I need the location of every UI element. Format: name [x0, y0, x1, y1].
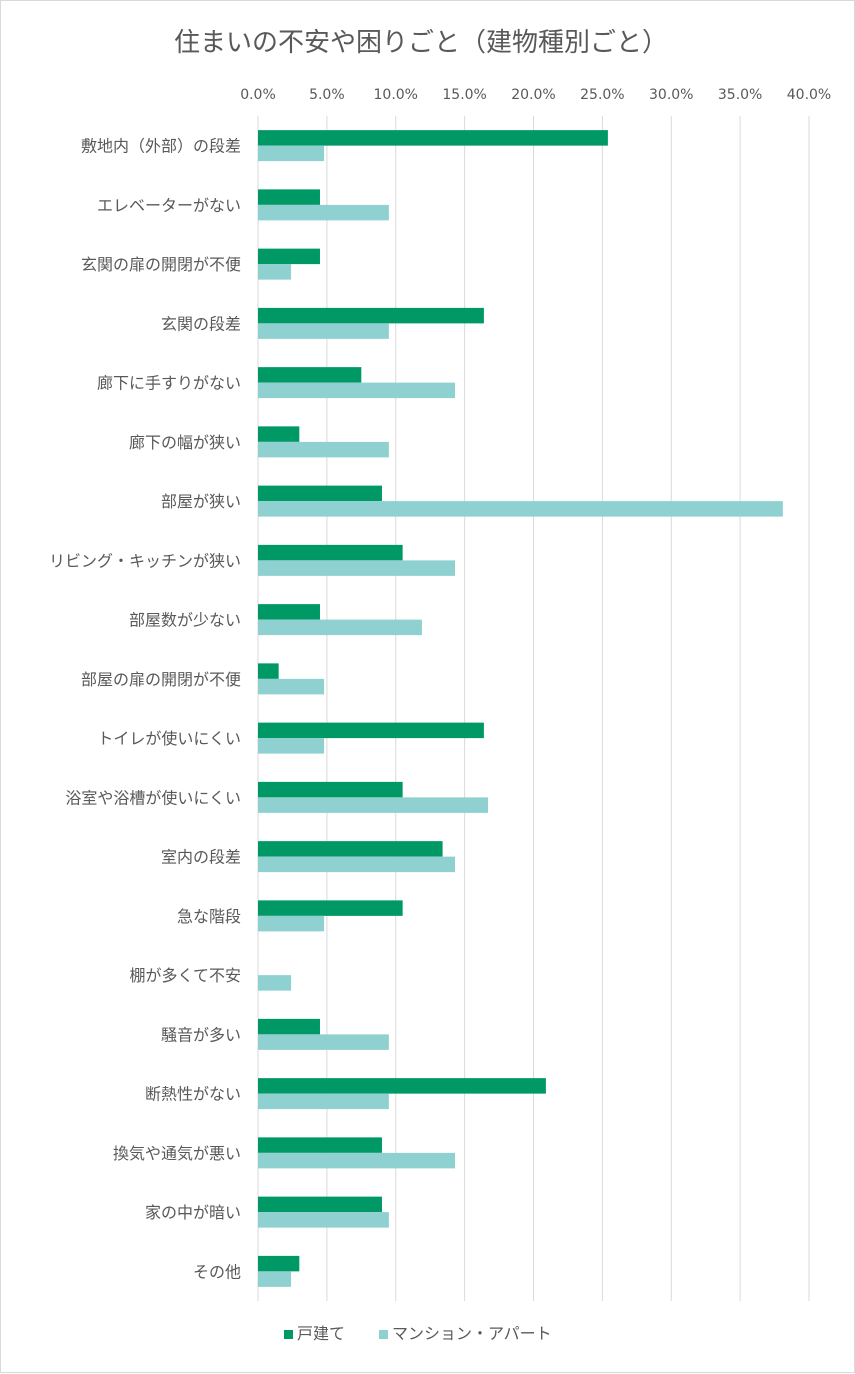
category-label: 廊下の幅が狭い	[129, 433, 241, 452]
bars	[258, 130, 783, 1287]
category-label: 棚が多くて不安	[129, 966, 241, 985]
legend: 戸建て マンション・アパート	[284, 1324, 552, 1343]
bar-series-0	[258, 130, 608, 146]
category-label: トイレが使いにくい	[97, 729, 241, 748]
bar-series-0	[258, 841, 443, 857]
bar-series-1	[258, 501, 783, 517]
bar-series-1	[258, 856, 455, 873]
legend-label: 戸建て	[297, 1324, 345, 1343]
category-label: 玄関の扉の開閉が不便	[81, 255, 241, 274]
bar-series-1	[258, 797, 489, 813]
category-label: 廊下に手すりがない	[97, 374, 241, 393]
category-label: 急な階段	[177, 907, 241, 926]
bar-series-0	[258, 189, 320, 205]
category-label: その他	[193, 1262, 241, 1281]
bar-series-0	[258, 248, 320, 265]
bar-series-0	[258, 604, 320, 620]
category-label: 騒音が多い	[161, 1025, 241, 1044]
bar-series-1	[258, 1212, 389, 1228]
bar-series-0	[258, 1255, 300, 1272]
bar-series-0	[258, 1196, 382, 1213]
bar-series-1	[258, 678, 325, 695]
bar-series-1	[258, 560, 455, 576]
x-tick-label: 10.0%	[374, 87, 418, 103]
legend-swatch	[284, 1330, 293, 1339]
x-tick-label: 20.0%	[511, 87, 555, 103]
bar-series-0	[258, 307, 484, 324]
x-tick-label: 35.0%	[718, 87, 762, 103]
bar-series-1	[258, 1034, 389, 1050]
bar-series-1	[258, 738, 325, 754]
bar-series-1	[258, 145, 325, 162]
bar-series-1	[258, 382, 455, 399]
category-label: 室内の段差	[161, 848, 241, 867]
bar-series-1	[258, 264, 292, 280]
category-label: 断熱性がない	[145, 1085, 241, 1104]
x-tick-label: 0.0%	[240, 87, 276, 103]
category-label: 部屋が狭い	[161, 492, 241, 511]
bar-series-0	[258, 663, 279, 679]
x-tick-label: 5.0%	[309, 87, 345, 103]
legend-label: マンション・アパート	[392, 1324, 552, 1343]
x-axis-ticks: 0.0% 5.0% 10.0% 15.0% 20.0% 25.0% 30.0% 35.0% 40…	[240, 87, 831, 103]
category-label: 敷地内（外部）の段差	[81, 137, 241, 156]
category-label: 部屋の扉の開閉が不便	[81, 670, 241, 689]
bar-series-1	[258, 1093, 389, 1110]
x-tick-label: 25.0%	[580, 87, 624, 103]
x-tick-label: 15.0%	[442, 87, 486, 103]
x-tick-label: 40.0%	[787, 87, 831, 103]
bar-series-1	[258, 619, 422, 636]
grid-lines	[257, 116, 810, 1301]
bar-series-1	[258, 1152, 455, 1169]
bar-series-0	[258, 1018, 320, 1035]
category-labels: 敷地内（外部）の段差エレベーターがない玄関の扉の開閉が不便玄関の段差廊下に手すり…	[49, 137, 241, 1282]
bar-series-0	[258, 367, 362, 383]
bar-series-0	[258, 426, 300, 442]
bar-series-1	[258, 204, 389, 221]
x-tick-label: 30.0%	[649, 87, 693, 103]
bar-series-0	[258, 781, 403, 798]
category-label: 部屋数が少ない	[129, 611, 241, 630]
category-label: リビング・キッチンが狭い	[49, 551, 241, 570]
bar-series-1	[258, 975, 292, 991]
category-label: 換気や通気が悪い	[113, 1144, 241, 1163]
category-label: 浴室や浴槽が使いにくい	[65, 788, 241, 807]
bar-series-0	[258, 722, 484, 739]
bar-series-0	[258, 485, 382, 502]
bar-series-1	[258, 915, 325, 932]
bar-series-1	[258, 1271, 292, 1287]
bar-series-1	[258, 323, 389, 339]
bar-series-0	[258, 900, 403, 916]
chart-title: 住まいの不安や困りごと（建物種別ごと）	[174, 28, 668, 58]
category-label: エレベーターがない	[97, 196, 241, 215]
bar-series-1	[258, 441, 389, 458]
category-label: 家の中が暗い	[145, 1203, 241, 1222]
legend-swatch	[379, 1330, 388, 1339]
category-label: 玄関の段差	[161, 314, 241, 333]
bar-series-0	[258, 544, 403, 561]
bar-series-0	[258, 1137, 382, 1153]
bar-series-0	[258, 1078, 546, 1094]
